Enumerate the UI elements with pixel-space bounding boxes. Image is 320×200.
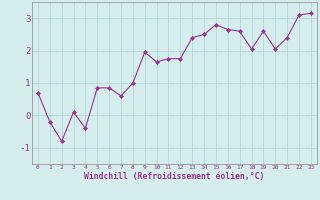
X-axis label: Windchill (Refroidissement éolien,°C): Windchill (Refroidissement éolien,°C) <box>84 172 265 181</box>
